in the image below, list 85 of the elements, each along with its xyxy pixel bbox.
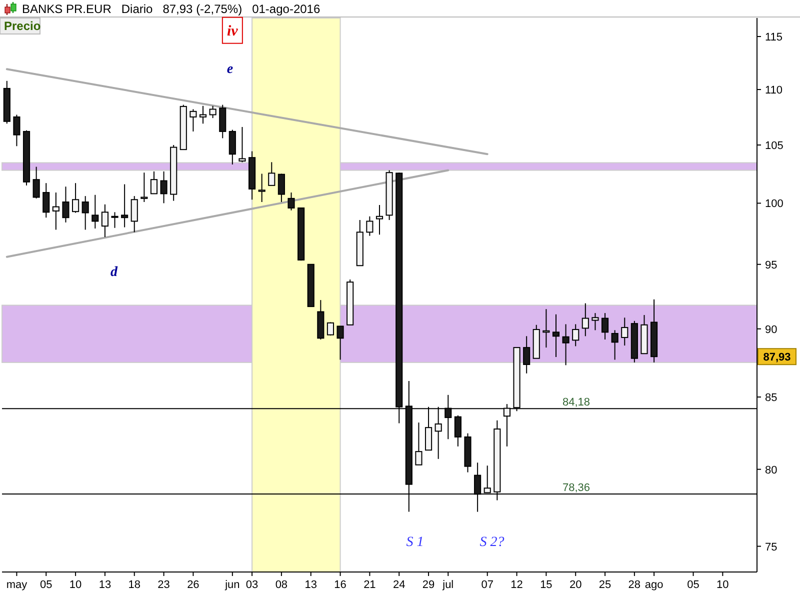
candlestick	[82, 196, 89, 230]
x-tick-label: jun	[224, 579, 240, 591]
y-tick-label: 110	[765, 84, 783, 97]
candlestick	[552, 314, 560, 358]
candlestick	[72, 182, 80, 214]
candlestick	[199, 105, 207, 124]
candlestick	[42, 182, 50, 218]
candlestick	[601, 312, 609, 340]
candlestick	[92, 194, 99, 230]
candlestick	[62, 186, 70, 223]
candlestick	[111, 212, 118, 228]
annotation: iv	[227, 23, 238, 40]
candlestick	[278, 173, 285, 203]
x-tick-label: may	[6, 579, 28, 591]
x-tick-label: 13	[304, 579, 317, 591]
x-tick-label: 10	[69, 579, 82, 591]
x-tick-label: 26	[187, 579, 200, 591]
candlestick	[336, 326, 344, 360]
candlestick	[140, 172, 148, 203]
x-tick-label: 23	[158, 579, 170, 591]
y-tick-label: 105	[765, 140, 784, 152]
candlestick	[415, 422, 422, 466]
x-tick-label: 10	[716, 579, 729, 591]
candlestick	[621, 317, 628, 346]
candlestick	[228, 129, 236, 165]
candlestick	[219, 104, 226, 139]
x-tick-label: 12	[510, 579, 523, 591]
x-tick-label: jul	[442, 579, 454, 591]
annotation: 87,93	[763, 352, 791, 364]
x-tick-label: 25	[598, 579, 612, 591]
candlestick	[52, 192, 60, 230]
x-tick-label: 07	[481, 579, 494, 591]
x-tick-label: 08	[275, 579, 288, 591]
candlestick	[209, 105, 216, 119]
candlestick	[150, 170, 158, 194]
candlestick	[238, 126, 246, 163]
candlestick	[592, 312, 599, 331]
candlestick	[572, 324, 580, 347]
y-tick-label: 85	[765, 392, 778, 404]
y-axis-title: Precio	[4, 19, 41, 33]
annotation: S 1	[406, 535, 424, 550]
x-tick-label: ago	[644, 579, 664, 591]
y-tick-label: 100	[765, 198, 784, 210]
candlestick	[611, 330, 618, 360]
x-tick-label: 05	[40, 579, 52, 591]
chart-title: BANKS PR.EUR Diario 87,93 (-2,75%) 01-ago-2016	[22, 2, 320, 16]
y-tick-label: 75	[765, 541, 778, 554]
candlestick	[101, 204, 108, 238]
candlestick	[542, 308, 550, 348]
candlestick	[582, 302, 589, 337]
candlestick	[454, 414, 462, 447]
candlestick	[13, 114, 20, 147]
y-tick-label: 80	[765, 464, 778, 476]
y-tick-label: 95	[765, 259, 778, 272]
x-tick-label: 13	[98, 579, 112, 591]
x-tick-label: 15	[540, 579, 552, 591]
x-tick-label: 29	[422, 579, 435, 591]
x-tick-label: 21	[364, 579, 376, 591]
candlestick	[130, 196, 138, 233]
x-tick-label: 28	[628, 579, 641, 591]
ref-line-label: 84,18	[562, 396, 590, 409]
x-tick-label: 16	[334, 579, 346, 591]
candlestick	[258, 173, 266, 203]
ref-line-label: 78,36	[562, 482, 590, 494]
y-tick-label: 90	[765, 324, 778, 336]
x-tick-label: 24	[392, 579, 406, 591]
candlestick	[121, 184, 128, 228]
candlestick	[268, 162, 276, 186]
x-tick-label: 03	[246, 579, 258, 591]
candlestick	[326, 322, 334, 336]
candlestick	[160, 170, 168, 204]
candlestick	[376, 204, 384, 236]
annotation: e	[226, 62, 234, 77]
x-tick-label: 05	[687, 579, 700, 591]
candlestick	[32, 166, 40, 199]
candlestick	[190, 108, 197, 132]
annotation: d	[110, 265, 118, 280]
candlestick	[366, 216, 374, 236]
y-tick-label: 115	[765, 32, 783, 44]
candlestick	[523, 336, 530, 374]
x-tick-label: 18	[128, 579, 140, 591]
x-tick-label: 20	[569, 579, 582, 591]
candlestick	[562, 324, 570, 366]
annotation: S 2?	[480, 535, 504, 550]
candlestick	[288, 192, 295, 211]
